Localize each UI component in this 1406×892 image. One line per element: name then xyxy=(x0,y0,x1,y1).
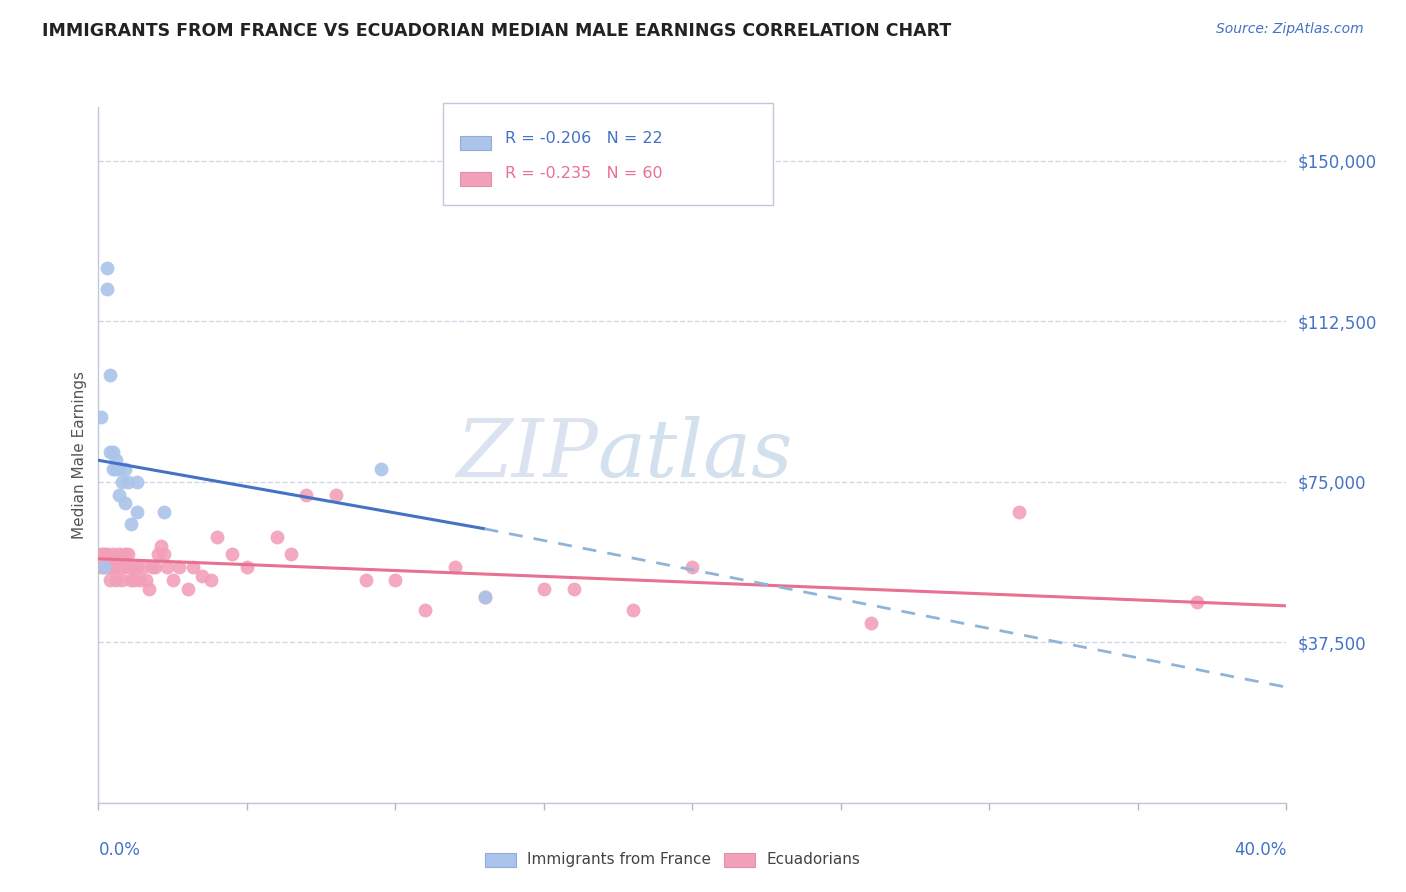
Point xyxy=(191,569,214,583)
Point xyxy=(93,560,115,574)
Point xyxy=(120,573,142,587)
Point xyxy=(681,560,703,574)
Point xyxy=(108,548,131,562)
Point xyxy=(120,517,142,532)
Text: R = -0.235   N = 60: R = -0.235 N = 60 xyxy=(505,166,662,180)
Point xyxy=(132,560,155,574)
Point xyxy=(98,368,121,382)
Point xyxy=(143,560,166,574)
Point xyxy=(93,560,115,574)
Point xyxy=(90,548,112,562)
Point xyxy=(413,603,436,617)
Text: ZIP: ZIP xyxy=(456,417,598,493)
Point xyxy=(111,475,134,489)
Point xyxy=(90,560,112,574)
Text: Ecuadorians: Ecuadorians xyxy=(766,853,860,867)
Point xyxy=(533,582,555,596)
Point xyxy=(354,573,377,587)
Point xyxy=(122,560,145,574)
Point xyxy=(117,560,139,574)
Point xyxy=(384,573,406,587)
Point xyxy=(98,573,121,587)
Point xyxy=(200,573,222,587)
Point xyxy=(125,475,148,489)
Text: Source: ZipAtlas.com: Source: ZipAtlas.com xyxy=(1216,22,1364,37)
Point xyxy=(325,487,347,501)
Point xyxy=(162,573,184,587)
Point xyxy=(1187,594,1209,608)
Point xyxy=(105,560,128,574)
Point xyxy=(146,548,169,562)
Text: 0.0%: 0.0% xyxy=(98,841,141,859)
Point xyxy=(114,560,136,574)
Point xyxy=(96,548,118,562)
Point xyxy=(90,410,112,425)
Point xyxy=(474,591,496,605)
Point xyxy=(98,444,121,458)
Point xyxy=(96,560,118,574)
Point xyxy=(93,548,115,562)
Text: R = -0.206   N = 22: R = -0.206 N = 22 xyxy=(505,131,662,145)
Point xyxy=(120,560,142,574)
Y-axis label: Median Male Earnings: Median Male Earnings xyxy=(72,371,87,539)
Text: Immigrants from France: Immigrants from France xyxy=(527,853,711,867)
Point xyxy=(108,487,131,501)
Text: atlas: atlas xyxy=(598,417,793,493)
Point xyxy=(167,560,190,574)
Point xyxy=(122,573,145,587)
Point xyxy=(1008,505,1031,519)
Point xyxy=(156,560,179,574)
Point xyxy=(621,603,644,617)
Point xyxy=(98,560,121,574)
Point xyxy=(205,530,228,544)
Point xyxy=(295,487,318,501)
Point xyxy=(236,560,259,574)
Point xyxy=(117,548,139,562)
Point xyxy=(152,548,174,562)
Point xyxy=(108,462,131,476)
Point xyxy=(105,462,128,476)
Point xyxy=(138,582,160,596)
Point xyxy=(125,505,148,519)
Point xyxy=(105,453,128,467)
Point xyxy=(183,560,205,574)
Point xyxy=(135,573,157,587)
Point xyxy=(152,505,174,519)
Point xyxy=(443,560,465,574)
Point xyxy=(176,582,198,596)
Point xyxy=(117,475,139,489)
Text: 40.0%: 40.0% xyxy=(1234,841,1286,859)
Point xyxy=(96,282,118,296)
Point xyxy=(103,462,125,476)
Point xyxy=(96,260,118,275)
Point xyxy=(125,560,148,574)
Point xyxy=(370,462,392,476)
Point xyxy=(129,573,152,587)
Point xyxy=(149,539,172,553)
Point xyxy=(108,560,131,574)
Point xyxy=(114,548,136,562)
Point xyxy=(114,496,136,510)
Text: IMMIGRANTS FROM FRANCE VS ECUADORIAN MEDIAN MALE EARNINGS CORRELATION CHART: IMMIGRANTS FROM FRANCE VS ECUADORIAN MED… xyxy=(42,22,952,40)
Point xyxy=(266,530,288,544)
Point xyxy=(114,462,136,476)
Point xyxy=(103,548,125,562)
Point xyxy=(474,591,496,605)
Point xyxy=(103,444,125,458)
Point xyxy=(111,573,134,587)
Point xyxy=(141,560,163,574)
Point xyxy=(221,548,243,562)
Point xyxy=(105,573,128,587)
Point xyxy=(111,560,134,574)
Point xyxy=(103,560,125,574)
Point xyxy=(859,615,882,630)
Point xyxy=(562,582,585,596)
Point xyxy=(280,548,302,562)
